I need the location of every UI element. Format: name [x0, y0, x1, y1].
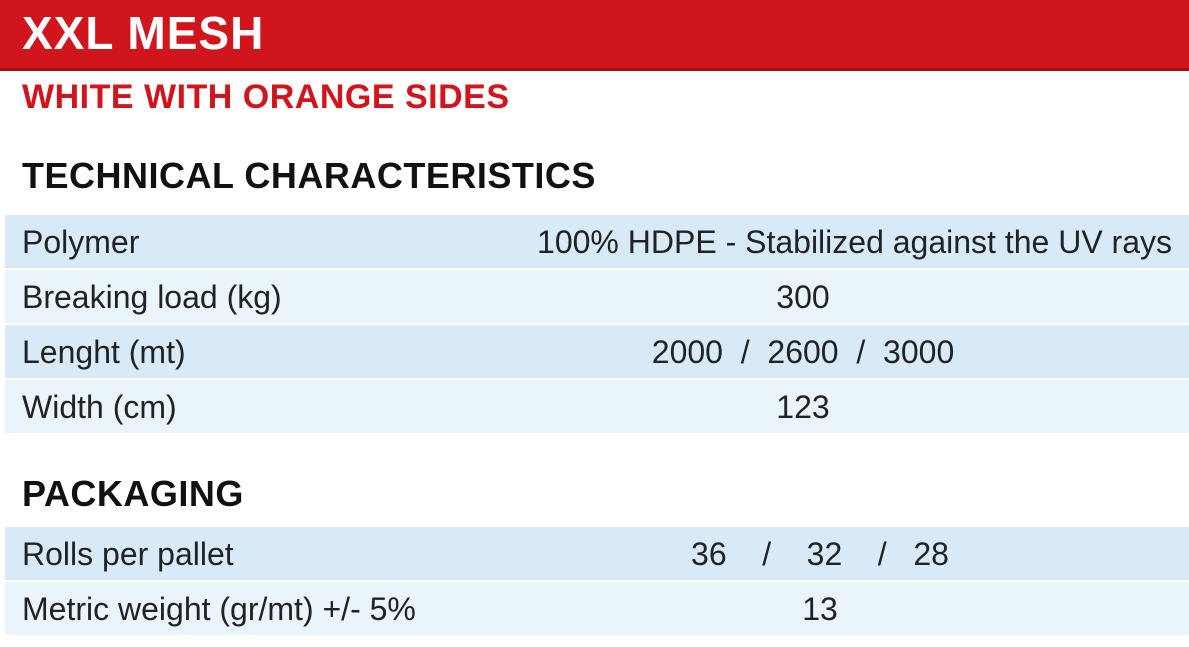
- row-value: 2000 / 2600 / 3000: [651, 334, 955, 370]
- header-bar: [0, 0, 1189, 68]
- table-row: Lenght (mt) 2000 / 2600 / 3000: [5, 325, 1189, 378]
- row-value: 300: [776, 279, 830, 315]
- row-label: Metric weight (gr/mt) +/- 5%: [22, 591, 416, 627]
- subtitle: WHITE WITH ORANGE SIDES: [22, 78, 510, 116]
- table-row: Breaking load (kg) 300: [5, 270, 1189, 323]
- row-label: Breaking load (kg): [22, 279, 282, 315]
- row-value: 123: [776, 389, 830, 425]
- row-label: Lenght (mt): [22, 334, 186, 370]
- section-title: TECHNICAL CHARACTERISTICS: [22, 155, 596, 196]
- table-row: Width (cm) 123: [5, 380, 1189, 433]
- row-value: 13: [802, 591, 838, 627]
- table-row: Polymer 100% HDPE - Stabilized against t…: [5, 215, 1189, 268]
- table-row: Rolls per pallet 36 / 32 / 28: [5, 527, 1189, 580]
- row-value: 36 / 32 / 28: [691, 536, 949, 572]
- row-value: 100% HDPE - Stabilized against the UV ra…: [537, 224, 1172, 260]
- row-label: Width (cm): [22, 389, 177, 425]
- table-row: Metric weight (gr/mt) +/- 5% 13: [5, 582, 1189, 635]
- section-title: PACKAGING: [22, 473, 244, 514]
- row-label: Rolls per pallet: [22, 536, 234, 572]
- title: XXL MESH: [22, 7, 265, 59]
- row-label: Polymer: [22, 224, 140, 260]
